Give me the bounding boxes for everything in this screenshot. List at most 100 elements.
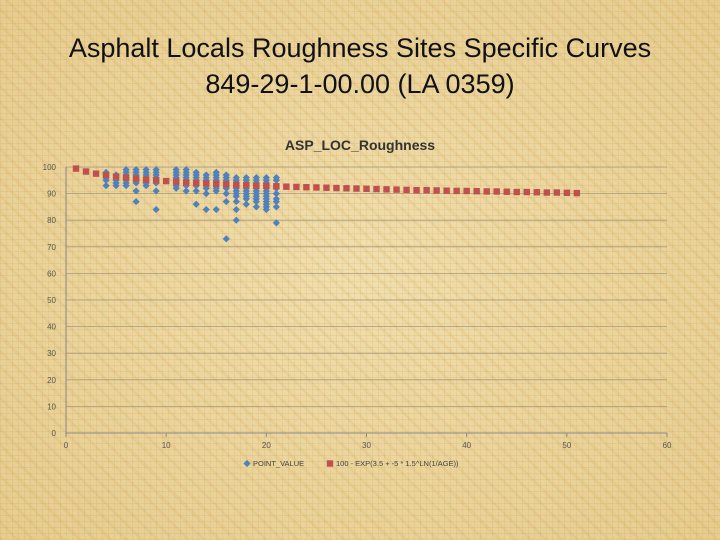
y-tick-label: 20 [47,376,56,385]
y-tick-label: 70 [47,243,56,252]
data-point [222,190,230,198]
y-axis-tick-labels: 0 10 20 30 40 50 60 70 80 90 100 [43,163,57,438]
data-point [242,174,250,182]
data-point [252,174,260,182]
curve-point [523,188,530,196]
curve-point [112,173,120,180]
data-point [222,235,230,243]
x-axis-tick-labels: 0 10 20 30 40 50 60 [64,441,672,450]
x-tick-label: 0 [64,441,69,450]
curve-point [142,176,150,183]
data-point [202,171,210,179]
data-point [152,205,160,214]
curve-point [393,186,400,193]
curve-point [223,181,230,188]
curve-point [343,185,350,192]
curve-point [132,175,140,182]
curve-point [183,179,190,186]
curve-point [162,177,170,185]
data-point [152,166,160,174]
data-point [232,174,240,182]
data-point [202,190,210,198]
y-tick-label: 80 [47,216,56,225]
data-point [132,197,140,206]
data-point [272,195,280,203]
y-tick-label: 40 [47,323,56,332]
curve-point [203,180,210,187]
curve-point [303,184,310,191]
curve-point [563,189,571,197]
y-tick-label: 90 [47,190,56,199]
curve-point [313,184,320,191]
curve-point [513,188,520,196]
data-point [192,187,200,195]
curve-point [122,174,130,181]
x-tick-label: 60 [663,441,672,450]
curve-point [483,188,490,195]
curve-point [403,186,410,194]
data-point [272,174,280,182]
data-point [232,205,240,214]
chart-legend: POINT_VALUE 100 - EXP(3.5 + -5 * 1.5^LN(1… [243,459,459,468]
curve-point [243,181,250,189]
data-point [212,205,220,214]
data-point [132,187,140,195]
data-point [262,174,270,182]
data-point [182,166,190,174]
curve-point [453,187,460,195]
curve-point [323,184,330,191]
chart-gridlines [66,166,667,407]
y-tick-label: 30 [47,349,56,358]
data-point [122,166,130,174]
curve-point [533,189,540,196]
curve-point [423,186,430,194]
x-tick-label: 40 [462,441,471,450]
y-tick-label: 100 [43,163,57,172]
data-point [142,166,150,174]
legend-label: 100 - EXP(3.5 + -5 * 1.5^LN(1/AGE)) [336,459,459,468]
curve-point [283,183,290,190]
curve-point [413,186,420,194]
x-tick-label: 50 [562,441,571,450]
curve-point [543,189,550,196]
curve-point [273,182,280,190]
data-point [212,168,220,176]
data-point [132,166,140,174]
curve-point [553,189,561,196]
slide-title-line-1: Asphalt Locals Roughness Sites Specific … [68,33,652,63]
data-point [252,203,260,211]
curve-point [213,180,220,187]
data-point [232,197,240,206]
curve-point [353,185,360,192]
legend-marker [243,459,251,468]
curve-point [193,179,200,187]
data-point [232,216,240,224]
data-point [152,187,160,195]
slide-title: Asphalt Locals Roughness Sites Specific … [0,30,720,102]
data-point [242,200,250,208]
curve-point [233,181,240,189]
curve-point [82,168,90,175]
curve-point [433,187,440,194]
curve-point [92,170,100,177]
data-point [272,190,280,198]
curve-point [493,188,500,195]
chart-title: ASP_LOC_Roughness [285,137,435,153]
x-tick-label: 30 [362,441,371,450]
data-point [102,182,110,190]
chart-marks [72,165,581,243]
curve-point [383,186,390,193]
curve-point [573,189,581,197]
curve-point [152,177,160,184]
y-tick-label: 60 [47,269,56,278]
series-1 [72,165,581,197]
legend-label: POINT_VALUE [253,459,304,468]
curve-point [473,188,480,195]
data-point [172,166,180,174]
curve-point [253,182,260,189]
curve-point [102,172,110,179]
data-point [272,219,280,227]
slide-title-line-2: 849-29-1-00.00 (LA 0359) [205,69,515,99]
curve-point [373,185,380,193]
x-tick-label: 20 [262,441,271,450]
